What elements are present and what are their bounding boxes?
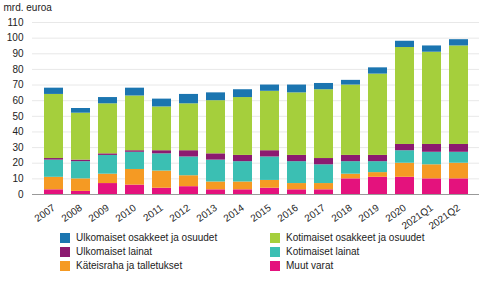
svg-text:2015: 2015: [248, 202, 273, 224]
svg-text:2021Q2: 2021Q2: [427, 202, 463, 232]
html-text:Muut varat: Muut varat: [286, 260, 334, 271]
html-text:Käteisraha ja talletukset: Käteisraha ja talletukset: [76, 260, 183, 271]
svg-text:2021Q1: 2021Q1: [399, 202, 435, 232]
svg-text:0: 0: [18, 189, 24, 200]
svg-text:2017: 2017: [302, 202, 327, 224]
svg-text:40: 40: [12, 126, 24, 137]
svg-text:90: 90: [12, 48, 24, 59]
html-text:Kotimaiset lainat: Kotimaiset lainat: [286, 246, 360, 257]
svg-text:2011: 2011: [141, 202, 165, 224]
svg-text:2020: 2020: [383, 202, 408, 224]
html-text:Kotimaiset osakkeet ja osuudet: Kotimaiset osakkeet ja osuudet: [286, 232, 425, 243]
svg-text:2016: 2016: [275, 202, 300, 224]
svg-text:2012: 2012: [167, 202, 192, 224]
svg-text:2013: 2013: [194, 202, 219, 224]
svg-text:2018: 2018: [329, 202, 354, 224]
svg-text:30: 30: [12, 142, 24, 153]
svg-text:10: 10: [12, 173, 24, 184]
svg-text:70: 70: [12, 79, 24, 90]
svg-text:110: 110: [8, 17, 24, 28]
svg-text:20: 20: [12, 157, 24, 168]
svg-text:2009: 2009: [86, 202, 111, 224]
svg-text:2008: 2008: [59, 202, 84, 224]
svg-text:50: 50: [12, 111, 24, 122]
svg-text:mrd. euroa: mrd. euroa: [4, 2, 53, 13]
svg-text:80: 80: [12, 64, 24, 75]
html-text:Ulkomaiset osakkeet ja osuudet: Ulkomaiset osakkeet ja osuudet: [76, 232, 218, 243]
svg-text:2007: 2007: [32, 202, 57, 224]
svg-text:100: 100: [7, 32, 24, 43]
svg-text:2014: 2014: [221, 202, 246, 224]
svg-text:2010: 2010: [113, 202, 138, 224]
html-text:Ulkomaiset lainat: Ulkomaiset lainat: [76, 246, 153, 257]
svg-text:2019: 2019: [356, 202, 381, 224]
svg-text:60: 60: [12, 95, 24, 106]
